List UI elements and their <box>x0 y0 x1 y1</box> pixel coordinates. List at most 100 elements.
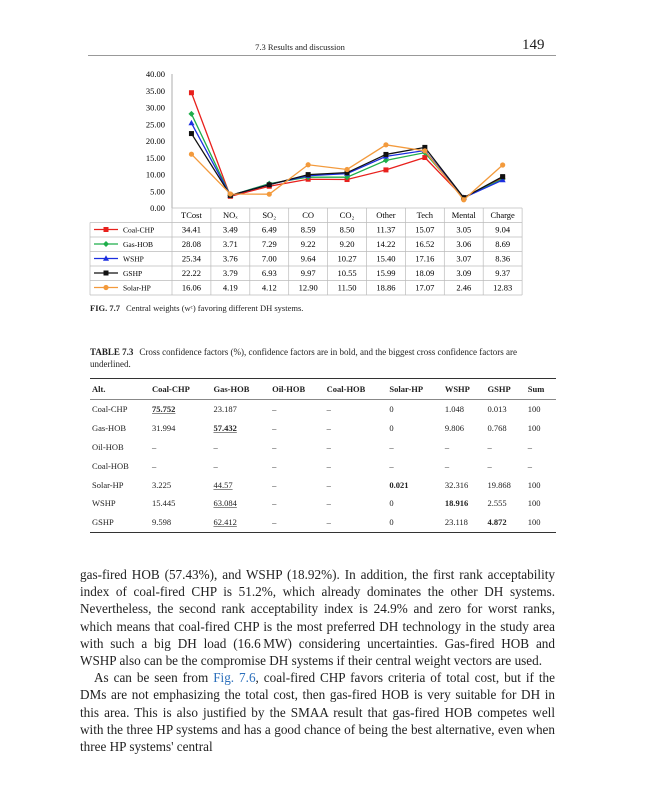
data-point-Coal-CHP <box>188 90 194 96</box>
x-category-label: Mental <box>452 210 477 220</box>
data-value: 9.22 <box>301 239 316 249</box>
data-value: 8.50 <box>340 225 355 235</box>
row-label: WSHP <box>92 498 116 509</box>
table-cell: 100 <box>527 517 541 528</box>
column-header: GSHP <box>485 378 526 400</box>
data-point-WSHP <box>103 255 109 261</box>
y-tick-label: 40.00 <box>146 69 165 79</box>
table-cell: 100 <box>527 479 541 490</box>
data-value: 17.16 <box>415 254 434 264</box>
data-value: 3.05 <box>456 225 471 235</box>
paragraph-text: As can be seen from <box>94 670 214 686</box>
data-point-GSHP <box>188 131 194 137</box>
series-line-WSHP <box>190 122 503 199</box>
data-point-Solar-HP <box>103 284 109 291</box>
column-header: Alt. <box>90 378 151 400</box>
y-tick-label: 35.00 <box>146 86 165 96</box>
table-cell: 75.752 <box>152 404 176 415</box>
table-cell: 23.118 <box>444 517 468 528</box>
table-cell: 63.084 <box>213 498 237 509</box>
data-point-GSHP <box>103 270 109 276</box>
table-cell: – <box>326 460 331 471</box>
data-value: 6.93 <box>262 268 277 278</box>
table-cell: – <box>272 498 277 509</box>
table-caption-text: Cross confidence factors (%), confidence… <box>90 347 517 369</box>
table-cell: 4.872 <box>487 517 507 528</box>
table-cell: – <box>326 479 331 490</box>
table-cell: 3.225 <box>152 479 172 490</box>
data-point-Gas-HOB <box>382 157 389 164</box>
data-point-Coal-CHP <box>422 155 428 161</box>
table-cell: 32.316 <box>444 479 469 490</box>
table-cell: – <box>272 441 277 452</box>
y-tick-label: 25.00 <box>146 119 165 129</box>
data-point-Solar-HP <box>266 191 272 197</box>
figure-caption-text: Central weights (wᶜ) favoring different … <box>126 303 304 313</box>
column-header: Coal-HOB <box>324 378 388 400</box>
table-cell: – <box>444 460 450 471</box>
data-point-Solar-HP <box>422 148 428 154</box>
data-value: 3.49 <box>223 225 238 235</box>
table-cell: 31.994 <box>152 423 176 434</box>
data-value: 8.36 <box>495 254 510 264</box>
paragraph: gas-fired HOB (57.43%), and WSHP (18.92%… <box>80 567 555 669</box>
x-category-label: NOₓ <box>223 210 238 220</box>
data-point-Solar-HP <box>305 162 311 168</box>
figure-link[interactable]: Fig. 7.6 <box>213 670 256 686</box>
table-cell: 19.868 <box>487 479 511 490</box>
table-cell: 0 <box>389 498 394 509</box>
table-cell: 0.013 <box>487 404 507 415</box>
table-row: Gas-HOB 31.994 57.432 – – 0 9.806 0.768 100 <box>90 419 556 438</box>
figure-label: FIG. 7.7 <box>90 303 120 313</box>
x-category-label: Tech <box>417 210 434 220</box>
table-cell: – <box>272 404 277 415</box>
row-label: GSHP <box>92 517 114 528</box>
data-value: 10.55 <box>337 268 356 278</box>
data-value: 2.46 <box>456 283 471 293</box>
data-value: 7.29 <box>262 239 277 249</box>
table-cell: – <box>326 498 331 509</box>
x-category-label: TCost <box>181 210 202 220</box>
y-tick-label: 5.00 <box>150 186 165 196</box>
table-cell: – <box>389 460 394 471</box>
data-value: 34.41 <box>182 225 201 235</box>
data-value: 11.50 <box>338 283 357 293</box>
data-value: 9.04 <box>495 225 511 235</box>
data-point-GSHP <box>344 170 350 176</box>
data-value: 9.37 <box>495 268 510 278</box>
data-point-Gas-HOB <box>103 241 109 247</box>
y-tick-label: 20.00 <box>146 136 165 146</box>
paragraph: As can be seen from Fig. 7.6, coal-fired… <box>80 669 555 755</box>
table-cell: – <box>213 441 218 452</box>
data-point-WSHP <box>499 176 506 183</box>
table-cell: – <box>272 517 277 528</box>
data-value: 3.76 <box>223 254 238 264</box>
table-caption: TABLE 7.3 Cross confidence factors (%), c… <box>90 346 555 370</box>
data-value: 22.22 <box>182 268 201 278</box>
x-category-label: Other <box>376 210 396 220</box>
table-cell: 44.57 <box>213 479 233 490</box>
data-value: 4.12 <box>262 283 277 293</box>
data-point-GSHP <box>422 144 428 150</box>
header-rule <box>88 55 556 56</box>
legend-label: WSHP <box>123 255 144 264</box>
table-cell: – <box>272 479 277 490</box>
y-tick-label: 30.00 <box>146 103 165 113</box>
legend-label: Solar-HP <box>123 284 151 293</box>
data-value: 3.07 <box>456 254 471 264</box>
row-label: Gas-HOB <box>92 423 126 434</box>
running-header: 7.3 Results and discussion <box>255 42 345 52</box>
table-cell: 100 <box>527 423 541 434</box>
row-label: Coal-HOB <box>92 460 129 471</box>
table-cell: 0 <box>389 517 394 528</box>
table-cell: 1.048 <box>444 404 464 415</box>
data-value: 3.79 <box>223 268 238 278</box>
table-cell: – <box>272 423 277 434</box>
data-value: 18.86 <box>376 283 395 293</box>
series-line-Gas-HOB <box>190 113 503 199</box>
table-cell: – <box>152 460 157 471</box>
data-point-GSHP <box>266 182 272 188</box>
data-value: 25.34 <box>182 254 202 264</box>
data-value: 9.20 <box>340 239 355 249</box>
table-cell: – <box>326 423 331 434</box>
